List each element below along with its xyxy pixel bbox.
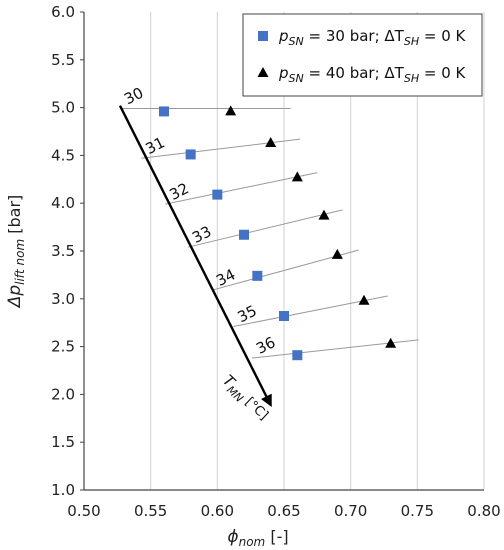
isotherm-label: 30 (121, 84, 146, 109)
isotherm-label: 35 (235, 302, 260, 327)
y-axis-title-sub: lift nom (13, 239, 27, 285)
y-tick-label: 6.0 (51, 3, 75, 21)
legend-entry-main: p (278, 64, 289, 82)
temperature-arrow (118, 105, 272, 408)
x-tick-label: 0.60 (201, 502, 234, 520)
point-square (279, 311, 289, 322)
legend-entry-sub: SN (289, 35, 304, 48)
legend-entry-sub2: SH (404, 72, 419, 85)
y-axis-title: Δplift nom [bar] (5, 195, 27, 310)
y-axis-title-main: Δp (5, 285, 25, 310)
y-axis-title-unit: [bar] (5, 195, 24, 239)
legend-entry-end: = 0 K (419, 27, 466, 45)
point-triangle (385, 337, 397, 348)
axis-layer: 0.50 0.55 0.60 0.65 0.70 0.75 0.80 1.0 1.5 2.0 2.5… (51, 3, 501, 520)
point-triangle (291, 171, 303, 182)
x-tick-label: 0.80 (467, 502, 500, 520)
y-tick-label: 5.0 (51, 99, 75, 117)
x-tick-label: 0.70 (334, 502, 367, 520)
point-square (159, 106, 169, 117)
isotherm-label: 32 (167, 179, 192, 204)
y-tick-label: 1.0 (51, 481, 75, 499)
point-square (185, 149, 196, 160)
legend-entry-end: = 0 K (419, 64, 466, 82)
x-axis-title-sub: nom (239, 535, 266, 549)
x-axis-title-main: ϕ (227, 527, 238, 547)
y-tick-label: 5.5 (51, 51, 75, 69)
y-tick-label: 4.0 (51, 194, 75, 212)
x-tick-label: 0.50 (67, 502, 100, 520)
data-points (159, 105, 397, 361)
point-square (252, 270, 263, 281)
isotherm-line (187, 209, 343, 248)
point-triangle (331, 248, 343, 259)
x-tick-label: 0.55 (134, 502, 167, 520)
y-tick-label: 3.0 (51, 290, 75, 308)
y-tick-label: 2.5 (51, 338, 75, 356)
y-tick-label: 1.5 (51, 433, 75, 451)
point-triangle (265, 136, 277, 147)
legend-entry-sub: SN (289, 72, 304, 85)
legend-entry-text: pSN = 40 bar; ΔTSH = 0 K (278, 64, 467, 85)
legend-box (242, 13, 483, 97)
point-square (292, 350, 303, 361)
x-tick-label: 0.65 (267, 502, 300, 520)
legend-marker-triangle (257, 67, 269, 77)
legend-entry-text: pSN = 30 bar; ΔTSH = 0 K (278, 27, 467, 48)
temperature-axis: TMN [°C] (118, 105, 273, 425)
x-tick-label: 0.75 (401, 502, 434, 520)
point-square (239, 229, 249, 240)
legend-entry-rest: = 30 bar; ΔT (304, 27, 405, 45)
point-triangle (318, 209, 330, 220)
isotherm-label: 31 (143, 133, 168, 158)
point-square (212, 189, 223, 200)
y-tick-label: 4.5 (51, 146, 75, 164)
isotherm-line (165, 172, 318, 205)
y-tick-label: 3.5 (51, 242, 75, 260)
isotherm-label: 36 (253, 333, 278, 358)
legend-entry-sub2: SH (404, 35, 419, 48)
legend-marker-square (258, 31, 268, 41)
x-axis-title-unit: [-] (265, 527, 288, 546)
legend-entry-main: p (278, 27, 289, 45)
isotherm-label: 33 (189, 222, 214, 247)
temperature-axis-label: TMN [°C] (217, 371, 273, 425)
point-triangle (358, 294, 370, 305)
x-axis-title: ϕnom [-] (227, 527, 288, 549)
y-tick-label: 2.0 (51, 385, 75, 403)
legend-entry-rest: = 40 bar; ΔT (304, 64, 405, 82)
point-triangle (225, 105, 237, 116)
